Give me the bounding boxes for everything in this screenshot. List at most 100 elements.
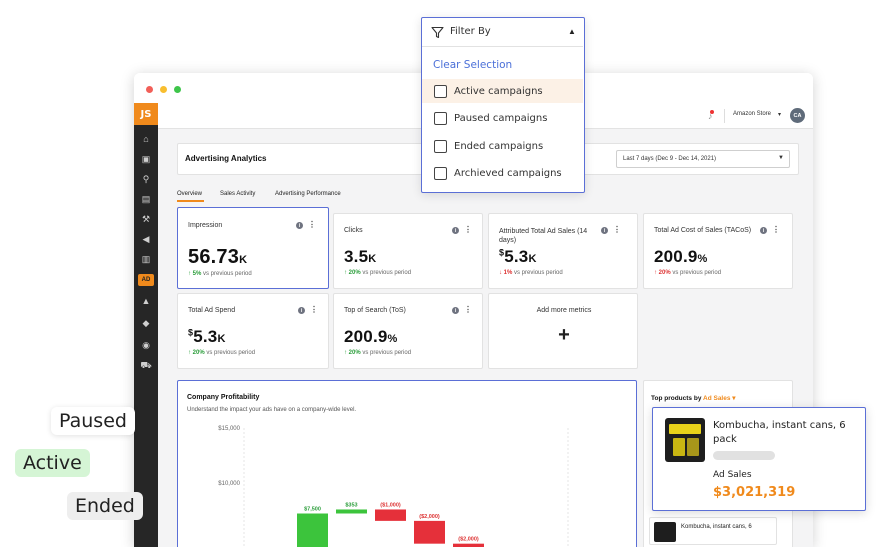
more-options-icon[interactable]: ⋮ xyxy=(464,225,472,234)
tab-advertising-performance[interactable]: Advertising Performance xyxy=(275,191,341,197)
more-options-icon[interactable]: ⋮ xyxy=(310,305,318,314)
date-range-value: Last 7 days (Dec 9 - Dec 14, 2021) xyxy=(623,156,717,162)
metric-label: Attributed Total Ad Sales (14 days) xyxy=(499,228,588,244)
filter-option-ended[interactable]: Ended campaigns xyxy=(422,134,583,158)
home-icon[interactable]: ⌂ xyxy=(143,134,149,144)
product-row[interactable]: Kombucha, instant cans, 6 xyxy=(649,517,777,545)
more-options-icon[interactable]: ⋮ xyxy=(772,225,780,234)
arrow-up-icon: ↑ xyxy=(188,271,191,277)
graduation-cap-icon[interactable]: ◆ xyxy=(142,317,150,328)
y-tick-label: $15,000 xyxy=(218,426,240,432)
filter-option-archieved[interactable]: Archieved campaigns xyxy=(422,161,583,185)
store-selector[interactable]: Amazon Store xyxy=(733,111,772,117)
metric-label: Total Ad Spend xyxy=(188,307,236,314)
info-icon[interactable]: i xyxy=(296,222,303,229)
metric-label: Impression xyxy=(188,222,223,229)
info-icon[interactable]: i xyxy=(452,227,459,234)
chevron-down-icon: ▾ xyxy=(732,395,736,402)
filter-option-active[interactable]: Active campaigns xyxy=(422,79,583,103)
chevron-down-icon: ▼ xyxy=(778,155,784,161)
more-options-icon[interactable]: ⋮ xyxy=(613,225,621,234)
info-icon[interactable]: i xyxy=(601,227,608,234)
clear-selection-link[interactable]: Clear Selection xyxy=(433,59,513,71)
waterfall-bar xyxy=(453,543,484,547)
active-tab-underline xyxy=(177,200,204,202)
divider xyxy=(724,109,725,123)
bar-data-label: ($2,000) xyxy=(458,537,479,543)
metric-card-ad-spend[interactable]: Total Ad Spend i ⋮ $5.3K ↑ 20% vs previo… xyxy=(177,293,329,369)
metric-value: 3.5K xyxy=(344,247,377,266)
profitability-subtitle: Understand the impact your ads have on a… xyxy=(187,407,357,413)
sidebar: JS ⌂ ▣ ⚲ ▤ ⚒ ◀ ▥ AD ▲ ◆ ◉ ⛟ xyxy=(134,103,158,547)
checkbox[interactable] xyxy=(434,139,447,153)
status-tag-ended: Ended xyxy=(67,492,143,520)
metric-label: Top of Search (ToS) xyxy=(344,307,406,314)
waterfall-bar xyxy=(336,509,367,514)
plus-icon[interactable]: + xyxy=(558,324,570,346)
tab-overview[interactable]: Overview xyxy=(177,191,203,197)
bar-data-label: ($1,000) xyxy=(380,502,401,508)
filter-header[interactable]: Filter By ▲ xyxy=(422,18,583,47)
metric-label: Ad Sales xyxy=(713,470,752,480)
toolbox-icon[interactable]: ▣ xyxy=(141,153,151,164)
metric-card-attributed-sales[interactable]: Attributed Total Ad Sales (14 days) i ⋮ … xyxy=(488,213,638,289)
book-icon[interactable]: ▤ xyxy=(141,193,151,204)
info-icon[interactable]: i xyxy=(298,307,305,314)
add-metrics-label: Add more metrics xyxy=(536,307,592,314)
checkbox[interactable] xyxy=(434,166,447,180)
aperture-icon[interactable]: ◉ xyxy=(142,339,150,350)
metric-card-top-of-search[interactable]: Top of Search (ToS) i ⋮ 200.9% ↑ 20% vs … xyxy=(333,293,483,369)
metric-value: $5.3K xyxy=(499,247,537,266)
bar-data-label: ($2,000) xyxy=(419,514,440,520)
add-metrics-card[interactable]: Add more metrics + xyxy=(488,293,638,369)
waterfall-bar xyxy=(375,509,406,521)
wrench-icon[interactable]: ⚒ xyxy=(141,213,151,224)
metric-change: ↓ 1% vs previous period xyxy=(499,270,563,276)
metric-change: ↑ 20% vs previous period xyxy=(344,270,412,276)
megaphone-icon[interactable]: ◀ xyxy=(142,233,150,244)
bar-chart-icon[interactable]: ▥ xyxy=(141,253,151,264)
metric-card-clicks[interactable]: Clicks i ⋮ 3.5K ↑ 20% vs previous period xyxy=(333,213,483,289)
info-icon[interactable]: i xyxy=(760,227,767,234)
metric-card-tacos[interactable]: Total Ad Cost of Sales (TACoS) i ⋮ 200.9… xyxy=(643,213,793,289)
product-image xyxy=(665,418,705,462)
js-logo[interactable]: JS xyxy=(134,103,158,125)
academy-icon[interactable]: ▲ xyxy=(141,296,151,306)
maximize-window-dot[interactable] xyxy=(174,86,181,93)
search-icon[interactable]: ⚲ xyxy=(142,173,150,184)
arrow-up-icon: ↑ xyxy=(344,350,347,356)
ads-icon[interactable]: AD xyxy=(138,274,154,286)
filter-dropdown[interactable]: Filter By ▲ Clear Selection Active campa… xyxy=(421,17,585,193)
profitability-title: Company Profitability xyxy=(187,394,260,401)
metric-value: 200.9% xyxy=(344,327,398,346)
info-icon[interactable]: i xyxy=(452,307,459,314)
sort-selector[interactable]: Ad Sales xyxy=(703,395,731,402)
cart-icon[interactable]: ⛟ xyxy=(140,360,152,370)
date-range-select[interactable]: Last 7 days (Dec 9 - Dec 14, 2021) ▼ xyxy=(616,150,790,168)
tab-sales-activity[interactable]: Sales Activity xyxy=(220,191,256,197)
metric-label: Total Ad Cost of Sales (TACoS) xyxy=(654,227,752,234)
avatar[interactable]: CA xyxy=(790,108,805,123)
chevron-up-icon[interactable]: ▲ xyxy=(568,27,576,36)
close-window-dot[interactable] xyxy=(146,86,153,93)
metric-card-impression[interactable]: Impression i ⋮ 56.73K ↑ 5% vs previous p… xyxy=(177,207,329,289)
top-products-title: Top products by Ad Sales ▾ xyxy=(651,395,736,402)
chevron-down-icon[interactable]: ▾ xyxy=(778,112,782,118)
checkbox[interactable] xyxy=(434,111,447,125)
checkbox[interactable] xyxy=(434,84,447,98)
arrow-up-icon: ↑ xyxy=(344,270,347,276)
page-title: Advertising Analytics xyxy=(185,154,267,163)
filter-option-paused[interactable]: Paused campaigns xyxy=(422,106,583,130)
arrow-up-icon: ↑ xyxy=(188,350,191,356)
notification-dot xyxy=(710,110,714,114)
more-options-icon[interactable]: ⋮ xyxy=(308,220,316,229)
funnel-icon xyxy=(431,26,444,39)
waterfall-bar xyxy=(414,520,445,544)
y-tick-label: $10,000 xyxy=(218,481,240,487)
metric-value: 200.9% xyxy=(654,247,708,266)
featured-product-card[interactable]: Kombucha, instant cans, 6 pack Ad Sales … xyxy=(652,407,866,511)
minimize-window-dot[interactable] xyxy=(160,86,167,93)
bell-icon[interactable]: ♪ xyxy=(708,111,713,121)
more-options-icon[interactable]: ⋮ xyxy=(464,305,472,314)
company-profitability-card: Company Profitability Understand the imp… xyxy=(177,380,637,547)
